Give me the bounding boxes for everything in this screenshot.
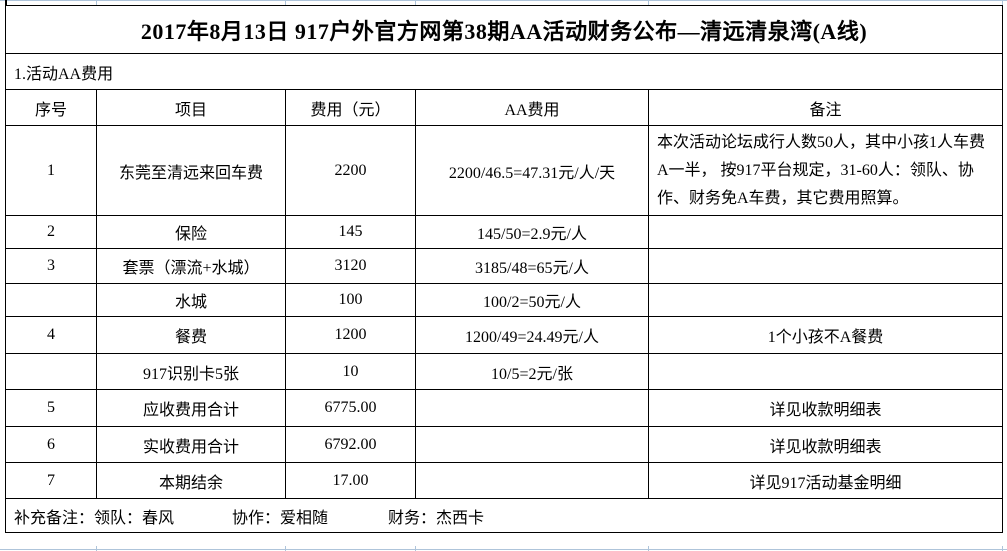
cell-aa xyxy=(416,390,649,427)
excel-gridline-bottom xyxy=(0,549,1007,550)
cell-cost: 1200 xyxy=(286,317,416,354)
cell-index: 3 xyxy=(6,249,97,284)
finance-table: 2017年8月13日 917户外官方网第38期AA活动财务公布—清远清泉湾(A线… xyxy=(5,5,1003,533)
excel-gridline xyxy=(285,546,286,551)
cell-index: 4 xyxy=(6,317,97,354)
col-header-aa: AA费用 xyxy=(416,90,649,126)
footer-remarks-label: 补充备注： xyxy=(14,509,95,527)
section-label: 1.活动AA费用 xyxy=(6,54,1002,90)
cell-note xyxy=(649,284,1002,317)
cell-note: 详见收款明细表 xyxy=(649,427,1002,463)
excel-gridline xyxy=(648,1,649,5)
cell-cost: 6775.00 xyxy=(286,390,416,427)
cell-note xyxy=(649,216,1002,249)
cell-item: 应收费用合计 xyxy=(97,390,286,427)
excel-gridline xyxy=(415,546,416,551)
excel-gridline-top xyxy=(0,0,1007,1)
footer-finance: 财务：杰西卡 xyxy=(388,509,485,527)
cell-cost: 3120 xyxy=(286,249,416,284)
cell-item: 东莞至清远来回车费 xyxy=(97,126,286,216)
cell-item: 水城 xyxy=(97,284,286,317)
footer-remarks: 补充备注： 领队：春风 协作：爱相随 财务：杰西卡 xyxy=(6,499,1002,532)
table-title: 2017年8月13日 917户外官方网第38期AA活动财务公布—清远清泉湾(A线… xyxy=(6,6,1002,54)
cell-note: 本次活动论坛成行人数50人，其中小孩1人车费A一半， 按917平台规定，31-6… xyxy=(649,126,1002,216)
cell-cost: 10 xyxy=(286,354,416,390)
cell-index: 7 xyxy=(6,463,97,499)
excel-gridline xyxy=(1002,546,1003,551)
excel-gridline xyxy=(96,1,97,5)
cell-aa xyxy=(416,427,649,463)
cell-index: 1 xyxy=(6,126,97,216)
footer-leader: 领队：春风 xyxy=(94,509,175,527)
col-header-index: 序号 xyxy=(6,90,97,126)
col-header-cost: 费用（元） xyxy=(286,90,416,126)
excel-gridline xyxy=(96,546,97,551)
cell-index: 5 xyxy=(6,390,97,427)
cell-cost: 17.00 xyxy=(286,463,416,499)
cell-note: 详见收款明细表 xyxy=(649,390,1002,427)
excel-gridline xyxy=(648,546,649,551)
cell-item: 套票（漂流+水城） xyxy=(97,249,286,284)
cell-index: 6 xyxy=(6,427,97,463)
cell-index xyxy=(6,354,97,390)
cell-note xyxy=(649,249,1002,284)
cell-aa: 2200/46.5=47.31元/人/天 xyxy=(416,126,649,216)
col-header-item: 项目 xyxy=(97,90,286,126)
excel-gridline xyxy=(285,1,286,5)
cell-aa: 100/2=50元/人 xyxy=(416,284,649,317)
cell-item: 917识别卡5张 xyxy=(97,354,286,390)
cell-index: 2 xyxy=(6,216,97,249)
excel-gridline xyxy=(1002,1,1003,5)
cell-aa: 1200/49=24.49元/人 xyxy=(416,317,649,354)
cell-cost: 100 xyxy=(286,284,416,317)
cell-aa: 3185/48=65元/人 xyxy=(416,249,649,284)
cell-item: 保险 xyxy=(97,216,286,249)
cell-cost: 6792.00 xyxy=(286,427,416,463)
cell-item: 实收费用合计 xyxy=(97,427,286,463)
cell-item: 本期结余 xyxy=(97,463,286,499)
cell-note xyxy=(649,354,1002,390)
excel-gridline xyxy=(415,1,416,5)
col-header-notes: 备注 xyxy=(649,90,1002,126)
cell-aa xyxy=(416,463,649,499)
cell-note: 1个小孩不A餐费 xyxy=(649,317,1002,354)
cell-item: 餐费 xyxy=(97,317,286,354)
cell-index xyxy=(6,284,97,317)
cell-aa: 145/50=2.9元/人 xyxy=(416,216,649,249)
cell-cost: 2200 xyxy=(286,126,416,216)
cell-aa: 10/5=2元/张 xyxy=(416,354,649,390)
cell-cost: 145 xyxy=(286,216,416,249)
table-border-stub xyxy=(5,0,7,5)
cell-note: 详见917活动基金明细 xyxy=(649,463,1002,499)
footer-cooperator: 协作：爱相随 xyxy=(232,509,329,527)
